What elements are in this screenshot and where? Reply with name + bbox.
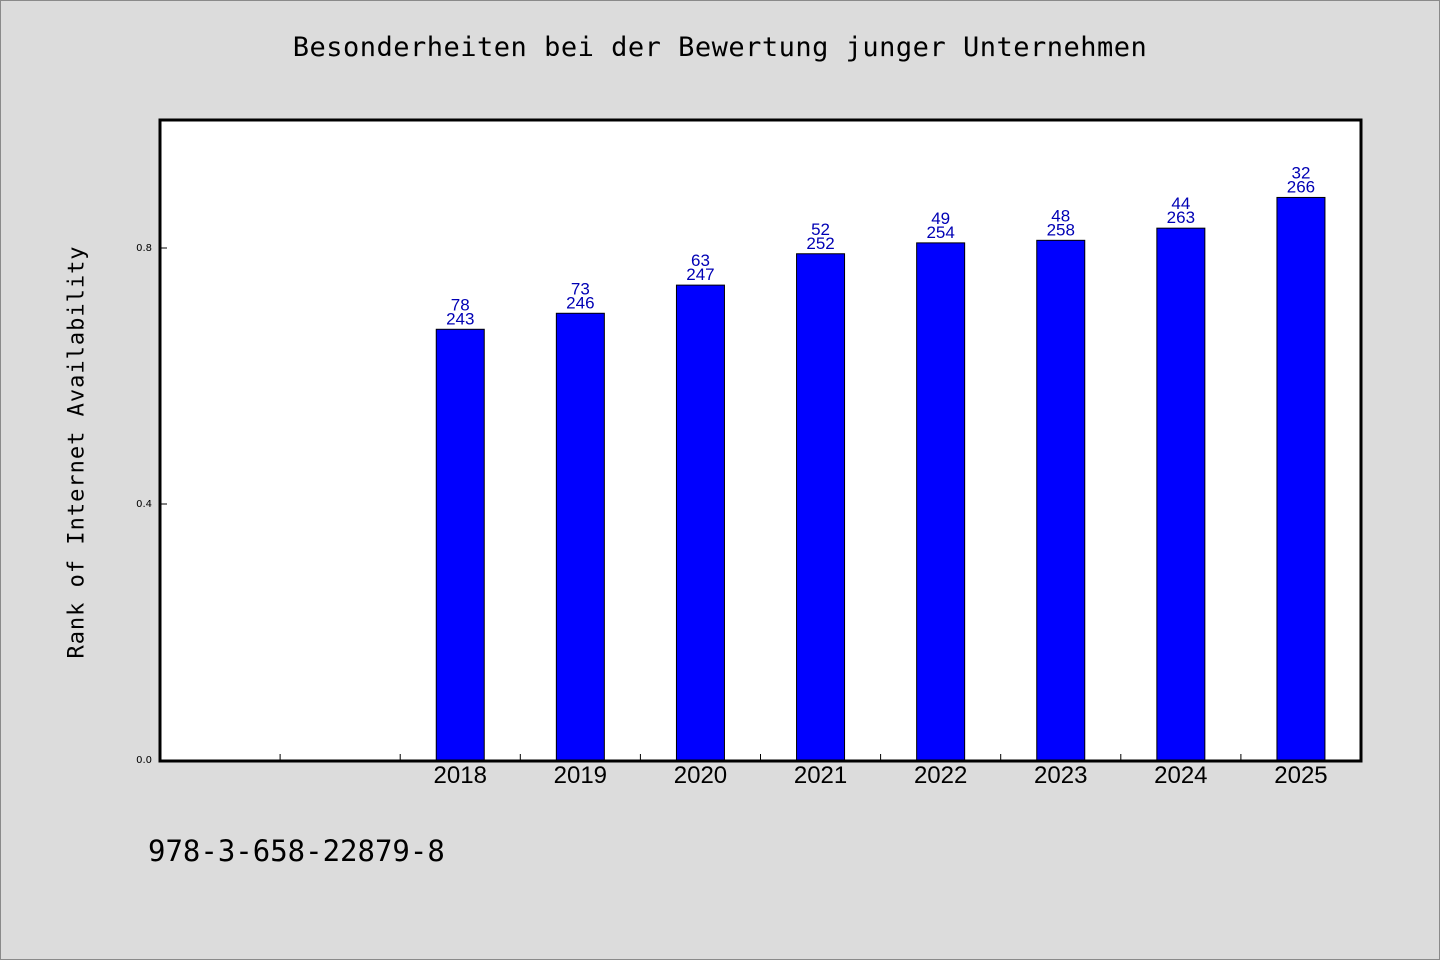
x-tick-label: 2020 [674, 762, 727, 789]
bar [1276, 196, 1326, 761]
bar-label-bottom: 254 [926, 223, 954, 242]
bar [1156, 227, 1206, 761]
bar-label-bottom: 258 [1047, 220, 1075, 239]
bar-label-bottom: 246 [566, 293, 594, 312]
bar-label-top: 73 [571, 279, 590, 298]
y-tick-label: 0.0 [136, 755, 152, 766]
x-tick-label: 2022 [914, 762, 967, 789]
x-tick-label: 2024 [1154, 762, 1207, 789]
isbn-footer: 978-3-658-22879-8 [148, 834, 445, 868]
bar-label-top: 52 [811, 220, 830, 239]
bar [435, 328, 485, 761]
y-tick-label: 0.8 [136, 243, 152, 254]
x-tick-label: 2019 [554, 762, 607, 789]
bar-label-bottom: 263 [1167, 208, 1195, 227]
bar [1036, 239, 1086, 761]
bar-label-top: 44 [1171, 194, 1190, 213]
bar-label-bottom: 243 [446, 309, 474, 328]
bar-label-top: 32 [1291, 163, 1310, 182]
bar-label-top: 78 [451, 295, 470, 314]
ticks-layer [160, 247, 1242, 761]
labels-layer: 0.00.40.87824320187324620196324720205225… [136, 163, 1328, 789]
x-tick-label: 2023 [1034, 762, 1087, 789]
bar [796, 253, 846, 761]
bar [675, 284, 725, 761]
y-tick-label: 0.4 [136, 499, 152, 510]
bar-label-top: 63 [691, 251, 710, 270]
bar [555, 312, 605, 761]
x-tick-label: 2025 [1274, 762, 1327, 789]
bar-label-bottom: 266 [1287, 177, 1315, 196]
bar-label-bottom: 252 [806, 234, 834, 253]
bars-layer [435, 196, 1326, 761]
x-tick-label: 2021 [794, 762, 847, 789]
bar-label-top: 48 [1051, 206, 1070, 225]
x-tick-label: 2018 [434, 762, 487, 789]
chart-title: Besonderheiten bei der Bewertung junger … [292, 32, 1148, 63]
bar-label-bottom: 247 [686, 265, 714, 284]
bar-label-top: 49 [931, 209, 950, 228]
bar [916, 242, 966, 761]
